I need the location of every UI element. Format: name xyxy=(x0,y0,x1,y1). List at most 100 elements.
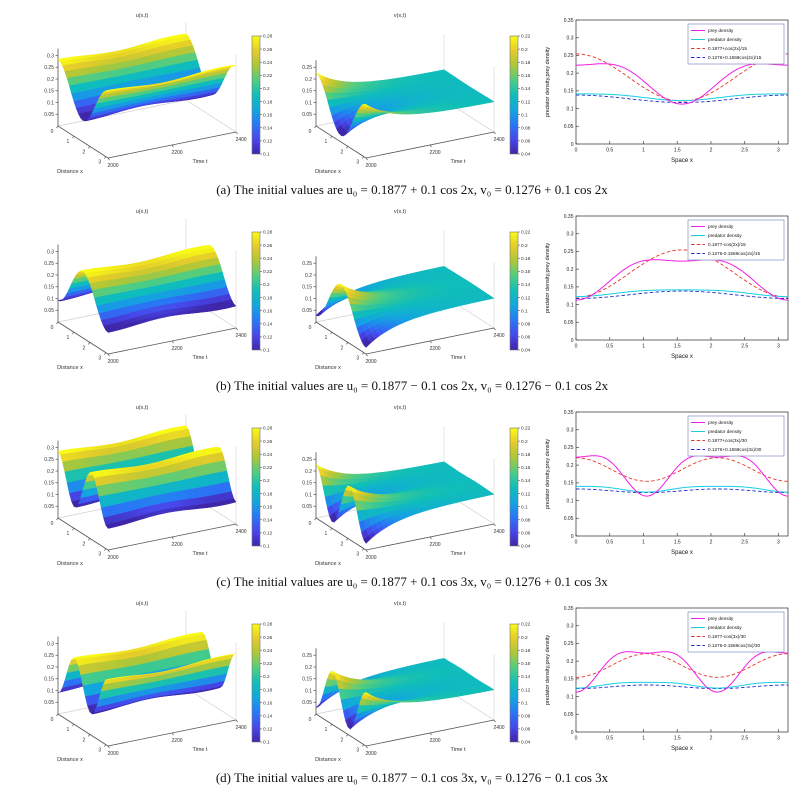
svg-text:0.14: 0.14 xyxy=(521,86,531,92)
svg-text:3: 3 xyxy=(356,356,359,362)
svg-text:1.5: 1.5 xyxy=(674,148,681,154)
plot-title: u(x,t) xyxy=(136,209,149,215)
svg-text:0: 0 xyxy=(309,521,312,527)
svg-text:2000: 2000 xyxy=(365,555,376,561)
legend-entry: 0.1276+0.1569cos(3x)/30 xyxy=(708,447,762,452)
svg-text:0.18: 0.18 xyxy=(263,99,273,105)
svg-text:0.15: 0.15 xyxy=(44,677,54,683)
plot-title: u(x,t) xyxy=(136,13,149,19)
svg-text:0.3: 0.3 xyxy=(47,641,54,647)
legend: prey density predator density 0.1877+cos(3… xyxy=(687,415,785,457)
surface-mesh xyxy=(57,244,237,333)
svg-text:0.1: 0.1 xyxy=(263,152,270,158)
svg-text:0.25: 0.25 xyxy=(44,65,54,71)
svg-text:1: 1 xyxy=(325,531,328,537)
row-b-plots: 0.05 0.1 0.15 0.2 0.25 0.3 0 1 2 3 Distance x 2000 2… xyxy=(24,204,807,376)
svg-text:0.18: 0.18 xyxy=(263,491,273,497)
svg-text:0.28: 0.28 xyxy=(263,230,273,236)
svg-text:2: 2 xyxy=(710,344,713,350)
series-v-initial-profile xyxy=(576,488,788,494)
colorbar: 0.1 0.12 0.14 0.16 0.18 0.2 0.22 0.24 0.26 0.28 xyxy=(251,230,273,354)
svg-text:1: 1 xyxy=(325,139,328,145)
svg-text:0.1: 0.1 xyxy=(263,740,270,746)
profile-plot: 0 0.5 1 1.5 2 2.5 3 0 0.05 0.1 0.15 0.2 0.25 0.3 0.35 S… xyxy=(545,214,789,360)
svg-text:1: 1 xyxy=(67,335,70,341)
surface-mesh xyxy=(57,33,237,122)
svg-text:0: 0 xyxy=(575,148,578,154)
svg-text:0.2: 0.2 xyxy=(521,243,528,249)
axes-box: 0.05 0.1 0.15 0.2 0.25 0 1 2 3 Distance x 2000 2200… xyxy=(302,622,505,763)
series-prey-density xyxy=(575,259,789,301)
svg-text:0.1: 0.1 xyxy=(521,308,528,314)
axes-box: 0.05 0.1 0.15 0.2 0.25 0.3 0 1 2 3 Distance x 2000 2… xyxy=(44,218,247,371)
svg-text:2400: 2400 xyxy=(493,333,504,339)
legend-entry: prey density xyxy=(708,616,734,621)
figure-row-a: 0.05 0.1 0.15 0.2 0.25 0.3 0 1 2 3 Distance x 2000 2… xyxy=(24,8,807,201)
svg-text:2000: 2000 xyxy=(365,163,376,169)
svg-text:2: 2 xyxy=(710,148,713,154)
svg-text:0.05: 0.05 xyxy=(302,700,312,706)
series-predator-density xyxy=(576,681,788,689)
svg-text:0.35: 0.35 xyxy=(564,18,574,24)
svg-text:0.16: 0.16 xyxy=(521,465,531,471)
svg-text:0: 0 xyxy=(309,129,312,135)
svg-text:0.15: 0.15 xyxy=(44,285,54,291)
t-axis-label: Time t xyxy=(450,159,466,165)
t-axis-label: Time t xyxy=(450,355,466,361)
svg-text:0.16: 0.16 xyxy=(263,112,273,118)
profile-plot: 0 0.5 1 1.5 2 2.5 3 0 0.05 0.1 0.15 0.2 0.25 0.3 0.35 S… xyxy=(545,410,789,556)
row-a-plots: 0.05 0.1 0.15 0.2 0.25 0.3 0 1 2 3 Distance x 2000 2… xyxy=(24,8,807,180)
svg-text:0.22: 0.22 xyxy=(263,661,273,667)
legend-entry: 0.1877+cos(2x)/15 xyxy=(708,46,747,51)
colorbar: 0.04 0.06 0.08 0.1 0.12 0.14 0.16 0.18 0.2 0.22 xyxy=(509,426,531,550)
svg-text:0.28: 0.28 xyxy=(263,622,273,628)
svg-text:0.35: 0.35 xyxy=(564,410,574,416)
plot-title: v(x,t) xyxy=(394,13,406,19)
svg-text:2400: 2400 xyxy=(235,333,246,339)
svg-text:2000: 2000 xyxy=(107,163,118,169)
svg-text:0.15: 0.15 xyxy=(302,89,312,95)
legend-entry: prey density xyxy=(708,420,734,425)
svg-text:0.2: 0.2 xyxy=(263,86,270,92)
svg-text:2000: 2000 xyxy=(365,751,376,757)
svg-text:3: 3 xyxy=(777,344,780,350)
surface-plot-u: 0.05 0.1 0.15 0.2 0.25 0.3 0 1 2 3 Distance x 2000 2… xyxy=(44,405,273,567)
svg-text:0.1: 0.1 xyxy=(263,544,270,550)
svg-text:2200: 2200 xyxy=(171,542,182,548)
svg-text:0.2: 0.2 xyxy=(305,469,312,475)
svg-text:0.2: 0.2 xyxy=(47,77,54,83)
svg-text:0.12: 0.12 xyxy=(521,295,531,301)
svg-text:0.05: 0.05 xyxy=(564,516,574,522)
svg-text:0.22: 0.22 xyxy=(521,426,531,432)
plot-box xyxy=(575,411,789,537)
svg-text:1: 1 xyxy=(67,531,70,537)
svg-text:0: 0 xyxy=(571,534,574,540)
svg-text:0.06: 0.06 xyxy=(521,335,531,341)
svg-text:0.15: 0.15 xyxy=(44,481,54,487)
svg-text:0.1: 0.1 xyxy=(47,688,54,694)
svg-text:0.18: 0.18 xyxy=(521,60,531,66)
svg-text:0.18: 0.18 xyxy=(263,295,273,301)
svg-text:2000: 2000 xyxy=(107,751,118,757)
legend-entry: 0.1276+0.1569cos(2x)/15 xyxy=(708,55,762,60)
svg-text:1: 1 xyxy=(642,148,645,154)
svg-text:0.1: 0.1 xyxy=(305,492,312,498)
svg-text:0.12: 0.12 xyxy=(521,491,531,497)
svg-text:0.22: 0.22 xyxy=(263,73,273,79)
svg-text:0.1: 0.1 xyxy=(47,492,54,498)
svg-text:0.24: 0.24 xyxy=(263,648,273,654)
svg-text:2: 2 xyxy=(340,737,343,743)
legend-entry: 0.1276-0.1569cos(2x)/15 xyxy=(708,251,761,256)
svg-text:0.24: 0.24 xyxy=(263,256,273,262)
svg-text:2400: 2400 xyxy=(235,529,246,535)
svg-text:0.25: 0.25 xyxy=(44,457,54,463)
profile-xlabel: Space x xyxy=(671,158,693,164)
svg-text:0.3: 0.3 xyxy=(47,249,54,255)
svg-text:0: 0 xyxy=(51,717,54,723)
svg-text:0: 0 xyxy=(571,338,574,344)
svg-text:1: 1 xyxy=(67,727,70,733)
svg-text:0.25: 0.25 xyxy=(302,65,312,71)
svg-text:0.08: 0.08 xyxy=(521,321,531,327)
legend: prey density predator density 0.1877-cos(3… xyxy=(687,611,785,653)
svg-text:2400: 2400 xyxy=(235,725,246,731)
